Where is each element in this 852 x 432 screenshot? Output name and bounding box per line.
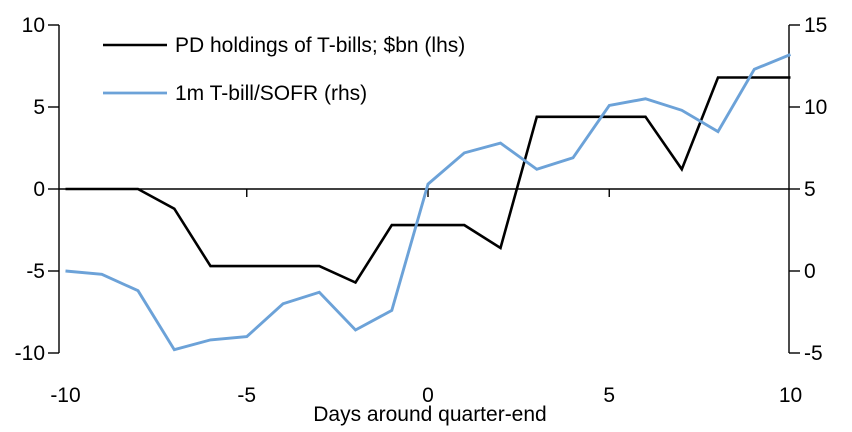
- data-series: [65, 53, 792, 352]
- left-axis-tick-label: 5: [33, 96, 45, 119]
- x-axis-ticks: -10 -5 0 5 10: [50, 189, 802, 407]
- right-axis-tick-label: -5: [804, 342, 823, 365]
- axes: [58, 25, 790, 353]
- x-axis-title: Days around quarter-end: [313, 403, 546, 426]
- right-axis-tick-label: 5: [804, 178, 816, 201]
- legend: PD holdings of T-bills; $bn (lhs) 1m T-b…: [103, 34, 465, 105]
- right-axis-tick-label: 15: [804, 14, 827, 37]
- left-axis-tick-label: -5: [26, 260, 45, 283]
- x-axis-tick-label: 0: [422, 384, 434, 407]
- x-axis-tick-label: -10: [50, 384, 80, 407]
- left-axis-ticks: 10 5 0 -5 -10: [15, 14, 59, 365]
- right-axis-ticks: 15 10 5 0 -5: [789, 14, 827, 365]
- right-axis-tick-label: 0: [804, 260, 816, 283]
- x-axis-tick-label: 10: [779, 384, 802, 407]
- left-axis-tick-label: 0: [33, 178, 45, 201]
- right-axis-tick-label: 10: [804, 96, 827, 119]
- legend-label-pd-holdings: PD holdings of T-bills; $bn (lhs): [175, 34, 465, 57]
- left-axis-tick-label: 10: [22, 14, 45, 37]
- x-axis-tick-label: -5: [237, 384, 256, 407]
- x-axis-tick-label: 5: [603, 384, 615, 407]
- series-line-tbill-sofr: [65, 53, 792, 352]
- left-axis-tick-label: -10: [15, 342, 45, 365]
- legend-label-tbill-sofr: 1m T-bill/SOFR (rhs): [175, 82, 367, 105]
- series-line-pd-holdings: [65, 76, 791, 285]
